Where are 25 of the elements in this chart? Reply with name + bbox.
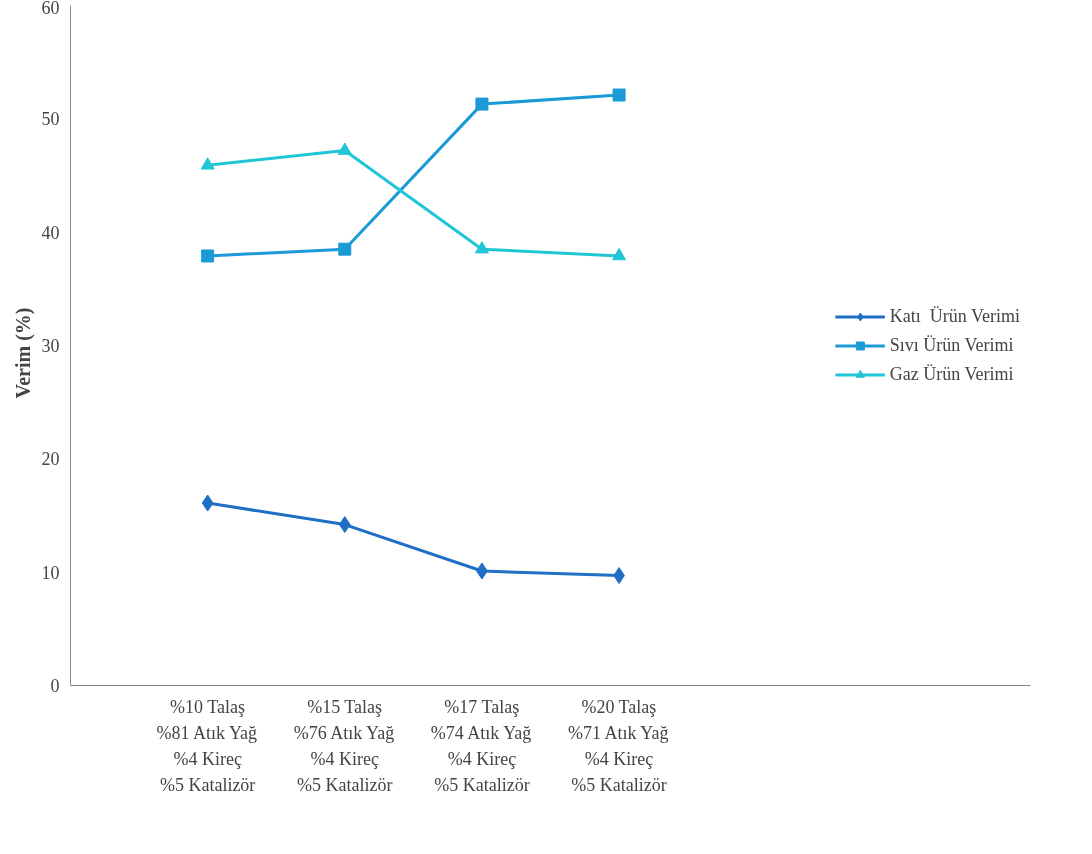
legend-label: Katı Ürün Verimi <box>889 305 1020 327</box>
point <box>338 516 351 534</box>
legend-label: Gaz Ürün Verimi <box>889 363 1014 385</box>
x-tick-label: %10 Talaş %81 Atık Yağ %4 Kireç %5 Katalizör <box>156 696 258 795</box>
point <box>612 88 626 102</box>
y-tick-label: 60 <box>41 0 60 18</box>
point <box>201 249 215 263</box>
point <box>612 247 627 261</box>
y-tick-label: 20 <box>41 449 60 470</box>
y-tick-label: 30 <box>41 336 60 356</box>
point <box>201 494 214 512</box>
point <box>474 241 489 254</box>
y-tick-label: 50 <box>41 109 60 130</box>
x-tick-label: %15 Talaş %76 Atık Yağ %4 Kireç %5 Katalizör <box>293 696 395 795</box>
x-tick-label: %20 Talaş %71 Atık Yağ %4 Kireç %5 Katalizör <box>567 696 669 795</box>
point <box>338 242 352 256</box>
legend-label: Sıvı Ürün Verimi <box>889 334 1014 356</box>
y-tick-label: 40 <box>41 222 60 243</box>
y-axis-title: Verim (%) <box>11 307 35 399</box>
point <box>337 142 352 155</box>
point <box>200 157 215 170</box>
y-tick-label: 0 <box>50 676 60 696</box>
point <box>475 97 489 111</box>
y-tick-label: 10 <box>41 562 60 583</box>
x-tick-label: %17 Talaş %74 Atık Yağ %4 Kireç %5 Katalizör <box>430 696 532 795</box>
